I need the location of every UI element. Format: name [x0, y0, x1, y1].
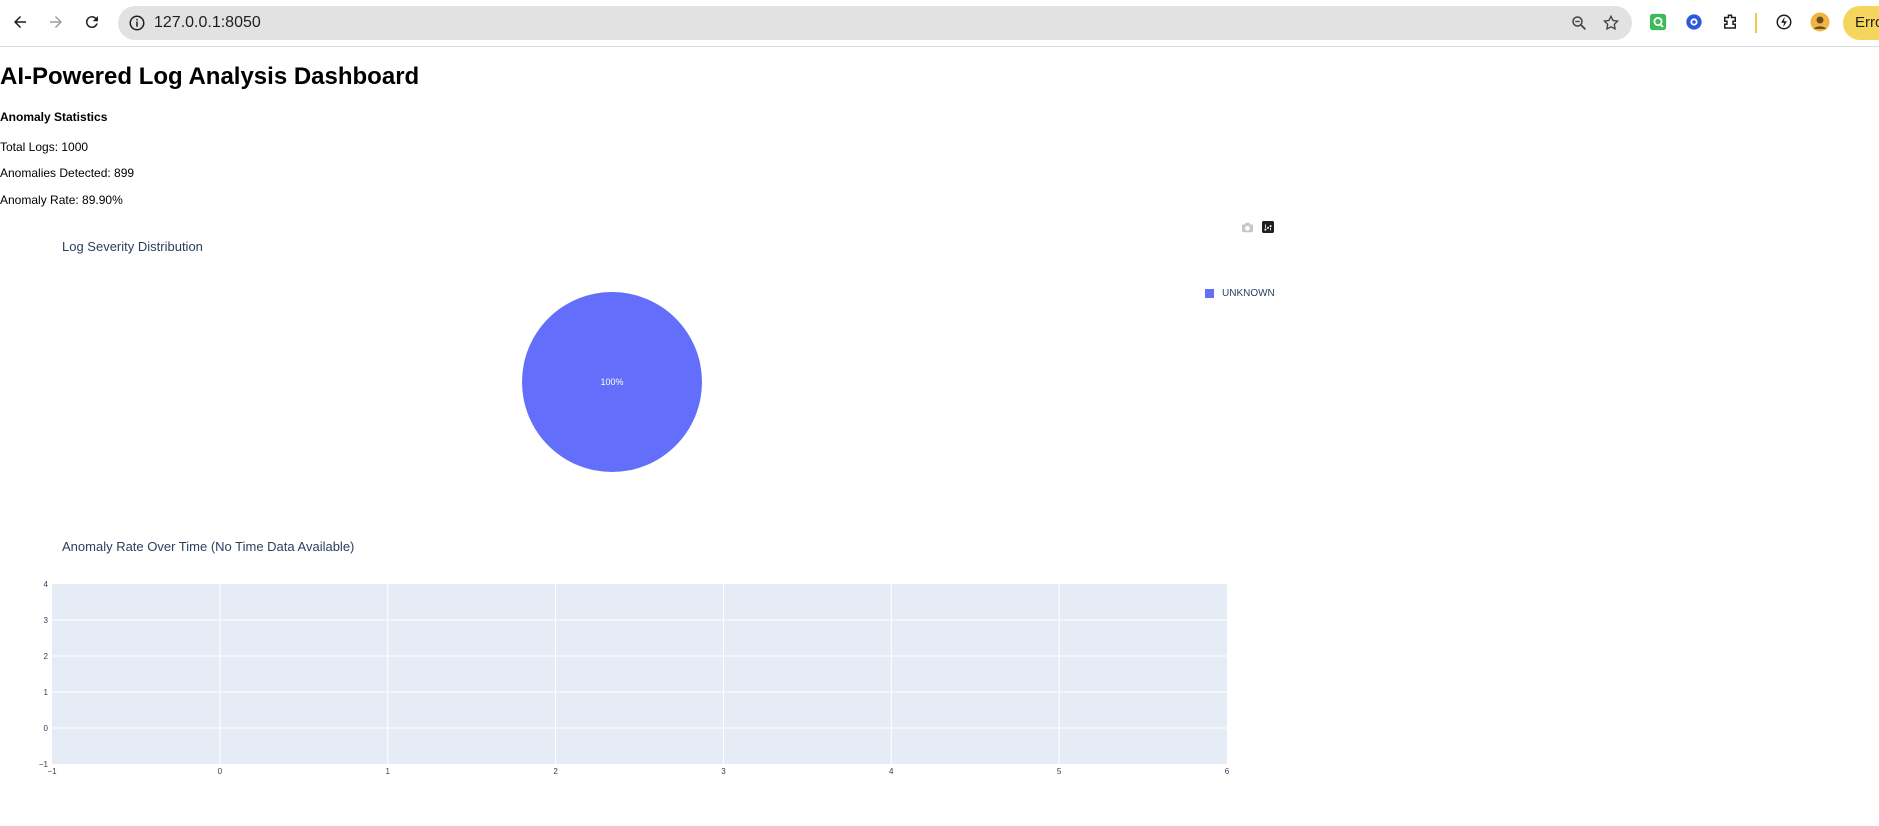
- x-tick-label: 6: [1225, 767, 1230, 776]
- x-tick-label: 0: [218, 767, 223, 776]
- y-tick-label: −1: [39, 760, 49, 769]
- page-title: AI-Powered Log Analysis Dashboard: [0, 63, 420, 90]
- zoom-icon[interactable]: [1570, 14, 1588, 32]
- url-text[interactable]: 127.0.0.1:8050: [154, 14, 261, 31]
- arrow-left-icon: [14, 16, 26, 28]
- anomaly-statistics-heading: Anomaly Statistics: [0, 110, 108, 124]
- line-chart: −1 0 1 2 3 4 5 6 4 3 2 1 0 −1: [39, 580, 1230, 776]
- avatar-icon[interactable]: [1810, 12, 1830, 32]
- pie-slice-unknown[interactable]: [522, 292, 702, 472]
- stat-anomaly-rate: Anomaly Rate: 89.90%: [0, 193, 123, 207]
- profile-error-label: Erro: [1855, 14, 1879, 31]
- extension-green-icon[interactable]: [1648, 12, 1668, 32]
- plot-area[interactable]: [52, 584, 1227, 764]
- forward-button[interactable]: [44, 10, 68, 34]
- download-plot-button[interactable]: [1239, 220, 1255, 234]
- y-tick-label: 2: [44, 652, 49, 661]
- address-bar[interactable]: 127.0.0.1:8050: [118, 6, 1632, 40]
- stat-anomalies-detected: Anomalies Detected: 899: [0, 166, 135, 180]
- bookmark-star-icon[interactable]: [1602, 14, 1620, 32]
- toolbar-divider: [1755, 13, 1757, 33]
- extension-bolt-icon[interactable]: [1774, 12, 1794, 32]
- y-tick-label: 1: [44, 688, 49, 697]
- x-tick-label: 2: [553, 767, 558, 776]
- back-button[interactable]: [8, 10, 32, 34]
- x-tick-label: 5: [1057, 767, 1062, 776]
- extensions-puzzle-icon[interactable]: [1720, 12, 1740, 32]
- line-chart-title: Anomaly Rate Over Time (No Time Data Ava…: [62, 539, 355, 554]
- legend-swatch-unknown[interactable]: [1205, 289, 1214, 298]
- arrow-right-icon: [50, 16, 62, 28]
- pie-slice-label: 100%: [600, 377, 623, 387]
- reload-icon: [85, 16, 98, 29]
- site-info-icon[interactable]: [128, 14, 146, 32]
- y-tick-label: 4: [44, 580, 49, 589]
- y-tick-label: 3: [44, 616, 49, 625]
- y-tick-label: 0: [44, 724, 49, 733]
- x-tick-label: 3: [721, 767, 726, 776]
- legend-label-unknown[interactable]: UNKNOWN: [1222, 288, 1275, 299]
- plotly-logo-icon: [1262, 221, 1274, 233]
- reload-button[interactable]: [80, 10, 104, 34]
- extension-blue-circle-icon[interactable]: [1684, 12, 1704, 32]
- browser-toolbar: 127.0.0.1:8050 Erro: [0, 0, 1879, 47]
- stat-total-logs: Total Logs: 1000: [0, 140, 89, 154]
- profile-error-button[interactable]: Erro: [1843, 6, 1879, 40]
- x-tick-label: 4: [889, 767, 894, 776]
- x-tick-label: 1: [385, 767, 390, 776]
- plotly-logo-button[interactable]: [1260, 220, 1276, 234]
- x-tick-label: −1: [47, 767, 57, 776]
- camera-icon: [1241, 222, 1253, 232]
- pie-chart-title: Log Severity Distribution: [62, 239, 203, 254]
- pie-chart: 100%: [522, 292, 702, 472]
